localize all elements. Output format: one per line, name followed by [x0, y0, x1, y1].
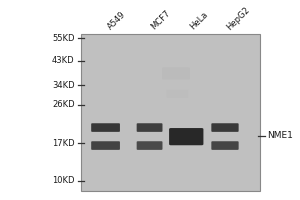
Text: 10KD: 10KD [52, 176, 75, 185]
Text: NME1: NME1 [267, 131, 293, 140]
Text: 26KD: 26KD [52, 100, 75, 109]
Text: 43KD: 43KD [52, 56, 75, 65]
FancyBboxPatch shape [91, 141, 120, 150]
Text: 55KD: 55KD [52, 34, 75, 43]
FancyBboxPatch shape [211, 123, 238, 132]
FancyBboxPatch shape [91, 123, 120, 132]
Text: HepG2: HepG2 [224, 5, 251, 32]
Text: HeLa: HeLa [188, 10, 209, 32]
Text: 34KD: 34KD [52, 81, 75, 90]
Text: 17KD: 17KD [52, 139, 75, 148]
FancyBboxPatch shape [167, 90, 188, 98]
FancyBboxPatch shape [211, 141, 238, 150]
FancyBboxPatch shape [137, 123, 163, 132]
Text: A549: A549 [106, 10, 127, 32]
FancyBboxPatch shape [169, 128, 203, 145]
FancyBboxPatch shape [81, 34, 260, 191]
Text: MCF7: MCF7 [150, 9, 172, 32]
FancyBboxPatch shape [137, 141, 163, 150]
FancyBboxPatch shape [162, 67, 190, 80]
